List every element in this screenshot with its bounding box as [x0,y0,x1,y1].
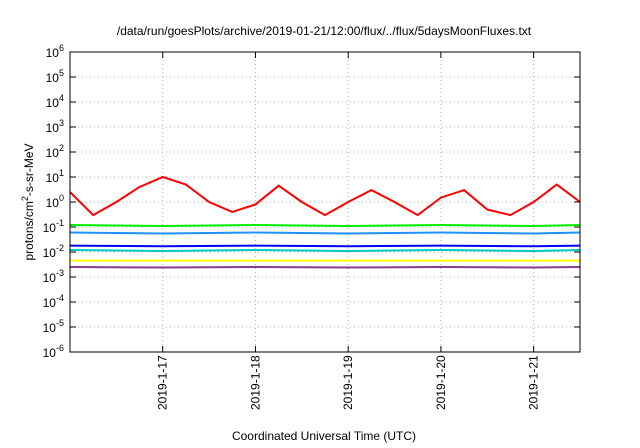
y-tick-label: 10-5 [43,318,64,335]
y-tick-label: 10-2 [43,243,64,260]
series-line-2 [69,231,581,235]
x-axis-label: Coordinated Universal Time (UTC) [232,429,416,443]
series-line-4 [69,244,581,248]
y-tick-label: 101 [46,168,64,185]
y-tick-label: 103 [46,118,64,135]
chart-title: /data/run/goesPlots/archive/2019-01-21/1… [117,24,532,38]
ticks [70,51,580,353]
series-line-3 [69,249,581,252]
x-tick-label: 2019-1-19 [341,355,355,410]
y-tick-label: 10-1 [43,218,64,235]
y-tick-label: 10-6 [43,343,64,360]
y-tick-label: 105 [46,68,64,85]
series-line-1 [69,224,581,227]
y-tick-label: 104 [46,93,64,110]
series-layer [69,175,581,269]
y-tick-label: 10-3 [43,268,64,285]
x-tick-label: 2019-1-21 [527,355,541,410]
y-tick-label: 102 [46,143,64,160]
y-tick-labels: 10-6 10-5 10-4 10-3 10-2 10-1 100 101 102 103 104 1… [43,43,64,360]
y-tick-label: 10-4 [43,293,64,310]
x-tick-labels: 2019-1-17 2019-1-18 2019-1-19 2019-1-20 2019… [156,355,541,410]
x-tick-label: 2019-1-17 [156,355,170,410]
y-axis-label: protons/cm2-s-sr-MeV [20,143,36,260]
y-tick-label: 106 [46,43,64,60]
series-line-0 [69,175,581,217]
x-tick-label: 2019-1-18 [248,355,262,410]
x-tick-label: 2019-1-20 [434,355,448,410]
y-tick-label: 100 [46,193,64,210]
grid [70,52,580,352]
